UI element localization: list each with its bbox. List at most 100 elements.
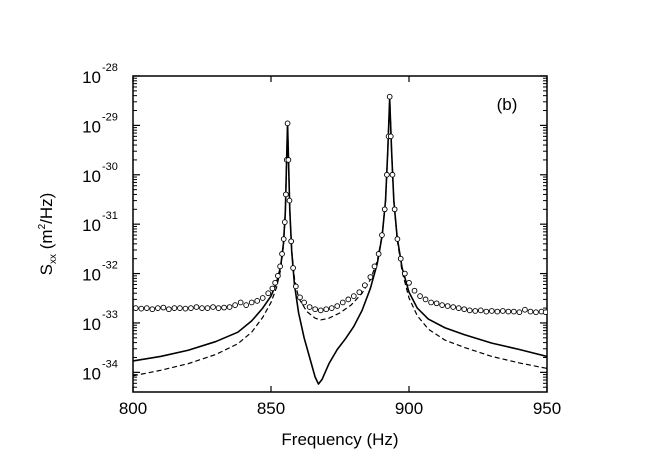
data-point-marker: [371, 263, 378, 270]
data-point-marker: [323, 306, 330, 313]
data-point-marker: [533, 309, 539, 316]
data-point-marker: [312, 306, 319, 313]
data-point-marker: [522, 306, 528, 313]
data-point-marker: [297, 294, 303, 301]
data-point-marker: [199, 305, 205, 311]
data-point-marker: [166, 306, 172, 313]
y-tick-exponent: -32: [102, 260, 118, 272]
data-point-marker: [339, 299, 346, 306]
data-point-marker: [455, 305, 462, 311]
data-point-marker: [285, 157, 292, 163]
data-point-marker: [499, 308, 506, 314]
y-tick-exponent: -30: [102, 161, 118, 173]
data-point-marker: [477, 307, 484, 314]
data-point-marker: [356, 289, 363, 296]
data-point-marker: [272, 279, 278, 286]
x-tick-label: 800: [119, 399, 147, 418]
data-point-marker: [281, 219, 288, 225]
y-tick-base: 10: [82, 117, 101, 136]
data-point-marker: [283, 191, 289, 198]
y-tick-exponent: -28: [102, 62, 118, 74]
y-tick-base: 10: [82, 315, 101, 334]
data-point-marker: [488, 308, 495, 314]
series-line-solid: [133, 97, 547, 385]
plot-frame: [132, 75, 548, 393]
data-point-marker: [290, 265, 296, 271]
data-point-marker: [279, 251, 285, 257]
y-axis-title-close: /Hz): [37, 193, 56, 224]
data-point-marker: [221, 304, 227, 311]
y-tick-label: 10: [82, 266, 101, 285]
y-tick-label: 10: [82, 167, 101, 186]
x-axis-ticks: 800 850 900 950: [119, 76, 561, 418]
data-point-marker: [450, 304, 457, 310]
data-point-marker: [381, 206, 388, 213]
y-tick-exponent: -34: [102, 358, 118, 370]
data-point-marker: [387, 133, 394, 140]
y-axis-title: Sxx (m2/Hz): [37, 193, 59, 276]
marker-layer: [133, 93, 547, 316]
data-point-marker: [284, 120, 291, 127]
data-point-marker: [275, 272, 281, 279]
data-point-marker: [143, 305, 150, 311]
data-point-marker: [379, 232, 385, 238]
data-point-marker: [188, 305, 194, 311]
data-point-marker: [391, 206, 398, 213]
y-tick-label: 10: [82, 117, 101, 136]
data-point-marker: [384, 171, 390, 178]
y-tick-label: 10: [82, 216, 101, 235]
data-point-marker: [505, 308, 512, 315]
data-point-marker: [177, 305, 183, 311]
data-point-marker: [138, 305, 145, 312]
y-tick-base: 10: [82, 68, 101, 87]
data-point-marker: [472, 308, 479, 314]
data-point-marker: [516, 309, 523, 316]
y-tick-label: 10: [82, 68, 101, 87]
data-point-marker: [204, 305, 211, 311]
y-tick-base: 10: [82, 266, 101, 285]
data-point-marker: [511, 308, 517, 315]
y-tick-exponent: -31: [102, 210, 118, 222]
data-point-marker: [259, 295, 266, 301]
data-point-marker: [417, 293, 423, 299]
data-point-marker: [306, 304, 313, 310]
data-point-marker: [301, 299, 307, 306]
x-tick-label: 850: [257, 399, 285, 418]
y-axis-title-base: S: [37, 264, 56, 275]
data-point-marker: [232, 302, 238, 308]
data-point-marker: [133, 305, 139, 311]
series-line-dashed: [133, 97, 547, 377]
y-tick-base: 10: [82, 167, 101, 186]
data-point-marker: [193, 304, 200, 310]
data-point-marker: [428, 299, 434, 306]
data-point-marker: [154, 305, 161, 311]
data-point-marker: [286, 197, 293, 204]
data-point-marker: [265, 290, 272, 297]
x-axis-title: Frequency (Hz): [281, 430, 398, 449]
series-layer: [133, 97, 547, 385]
data-point-marker: [269, 285, 276, 292]
data-point-marker: [345, 296, 352, 303]
y-tick-exponent: -29: [102, 111, 118, 123]
y-tick-label: 10: [82, 315, 101, 334]
data-point-marker: [466, 307, 473, 314]
data-point-marker: [375, 251, 382, 257]
data-point-marker: [367, 274, 374, 280]
data-point-marker: [171, 305, 178, 311]
data-point-marker: [386, 93, 393, 100]
data-point-marker: [248, 299, 255, 306]
data-point-marker: [288, 238, 295, 245]
y-tick-base: 10: [82, 216, 101, 235]
data-point-marker: [389, 171, 396, 178]
data-point-marker: [444, 303, 451, 309]
data-point-marker: [394, 236, 401, 242]
data-point-marker: [292, 283, 299, 290]
data-point-marker: [439, 302, 445, 308]
data-point-marker: [160, 304, 167, 311]
data-point-marker: [226, 304, 233, 310]
y-axis-title-open: (m: [37, 229, 56, 254]
data-point-marker: [483, 308, 490, 315]
y-axis-title-superscript: 2: [37, 223, 48, 229]
data-point-marker: [328, 305, 335, 311]
